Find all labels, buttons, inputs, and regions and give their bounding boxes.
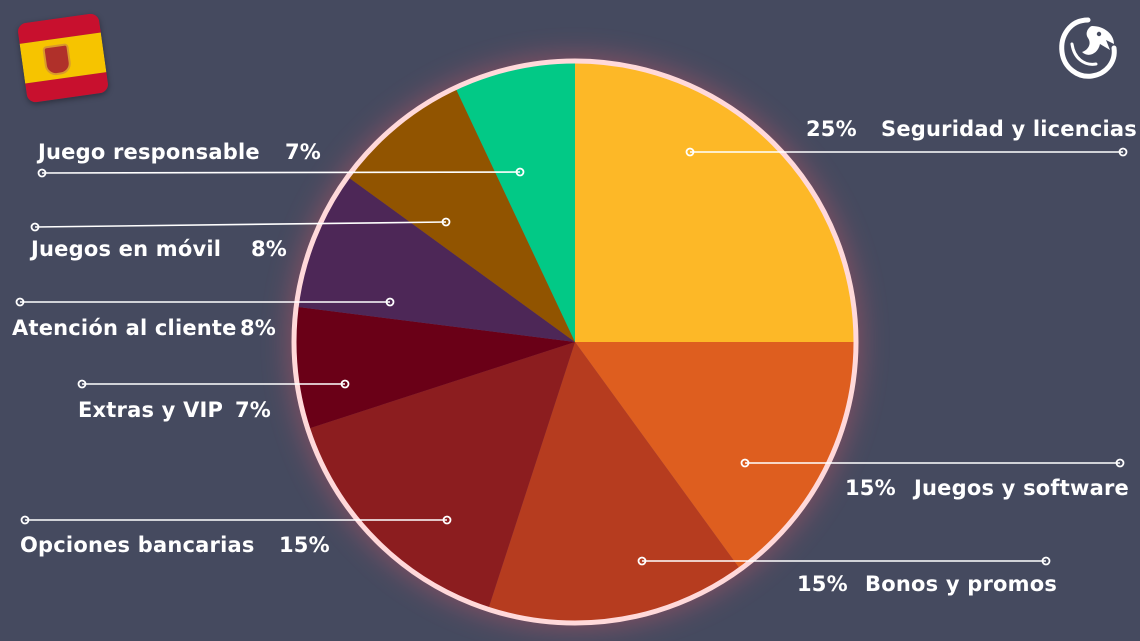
leader-dot-3-1 [20, 515, 30, 525]
slice-label-responsable: Juego responsable [38, 140, 260, 164]
leader-line-7 [41, 171, 521, 174]
leader-dot-6-1 [30, 222, 40, 232]
leader-dot-2-0 [637, 556, 647, 566]
slice-label-movil: Juegos en móvil [31, 237, 222, 261]
leader-dot-7-0 [515, 167, 525, 177]
pie-slice-7 [456, 63, 575, 342]
slice-value-extras: 7% [235, 398, 272, 422]
leader-dot-3-0 [442, 515, 452, 525]
leader-dot-5-1 [15, 297, 25, 307]
pie-slice-5 [298, 178, 575, 342]
slice-label-atencion: Atención al cliente [12, 316, 237, 340]
leader-dot-1-0 [740, 458, 750, 468]
leader-dot-5-0 [385, 297, 395, 307]
pie-slice-0 [575, 63, 854, 342]
slice-label-seguridad: Seguridad y licencias [881, 117, 1138, 141]
leader-dot-7-1 [37, 168, 47, 178]
slice-label-bancarias: Opciones bancarias [20, 533, 255, 557]
slice-value-seguridad: 25% [806, 117, 857, 141]
pie-slice-4 [296, 307, 575, 429]
leader-dot-6-0 [441, 217, 451, 227]
pie-slice-1 [575, 342, 854, 568]
slice-label-extras: Extras y VIP [78, 398, 224, 422]
slice-value-bonos: 15% [797, 572, 848, 596]
leader-dot-4-0 [340, 379, 350, 389]
pie-slice-6 [349, 89, 575, 342]
pie-slice-2 [488, 342, 739, 621]
slice-value-movil: 8% [251, 237, 288, 261]
dragon-logo-icon [1059, 17, 1117, 79]
leader-dot-1-1 [1115, 458, 1125, 468]
slice-value-responsable: 7% [285, 140, 322, 164]
slice-value-bancarias: 15% [279, 533, 330, 557]
spain-flag-icon [16, 12, 110, 104]
pie-slice-3 [309, 342, 575, 608]
slice-value-juegos-software: 15% [845, 476, 896, 500]
slice-value-atencion: 8% [240, 316, 277, 340]
slice-label-juegos-software: Juegos y software [914, 476, 1129, 500]
leader-dot-0-1 [1118, 147, 1128, 157]
leader-line-6 [34, 221, 447, 228]
leader-dot-2-1 [1041, 556, 1051, 566]
leader-dot-4-1 [77, 379, 87, 389]
leader-dot-0-0 [685, 147, 695, 157]
slice-label-bonos: Bonos y promos [865, 572, 1058, 596]
